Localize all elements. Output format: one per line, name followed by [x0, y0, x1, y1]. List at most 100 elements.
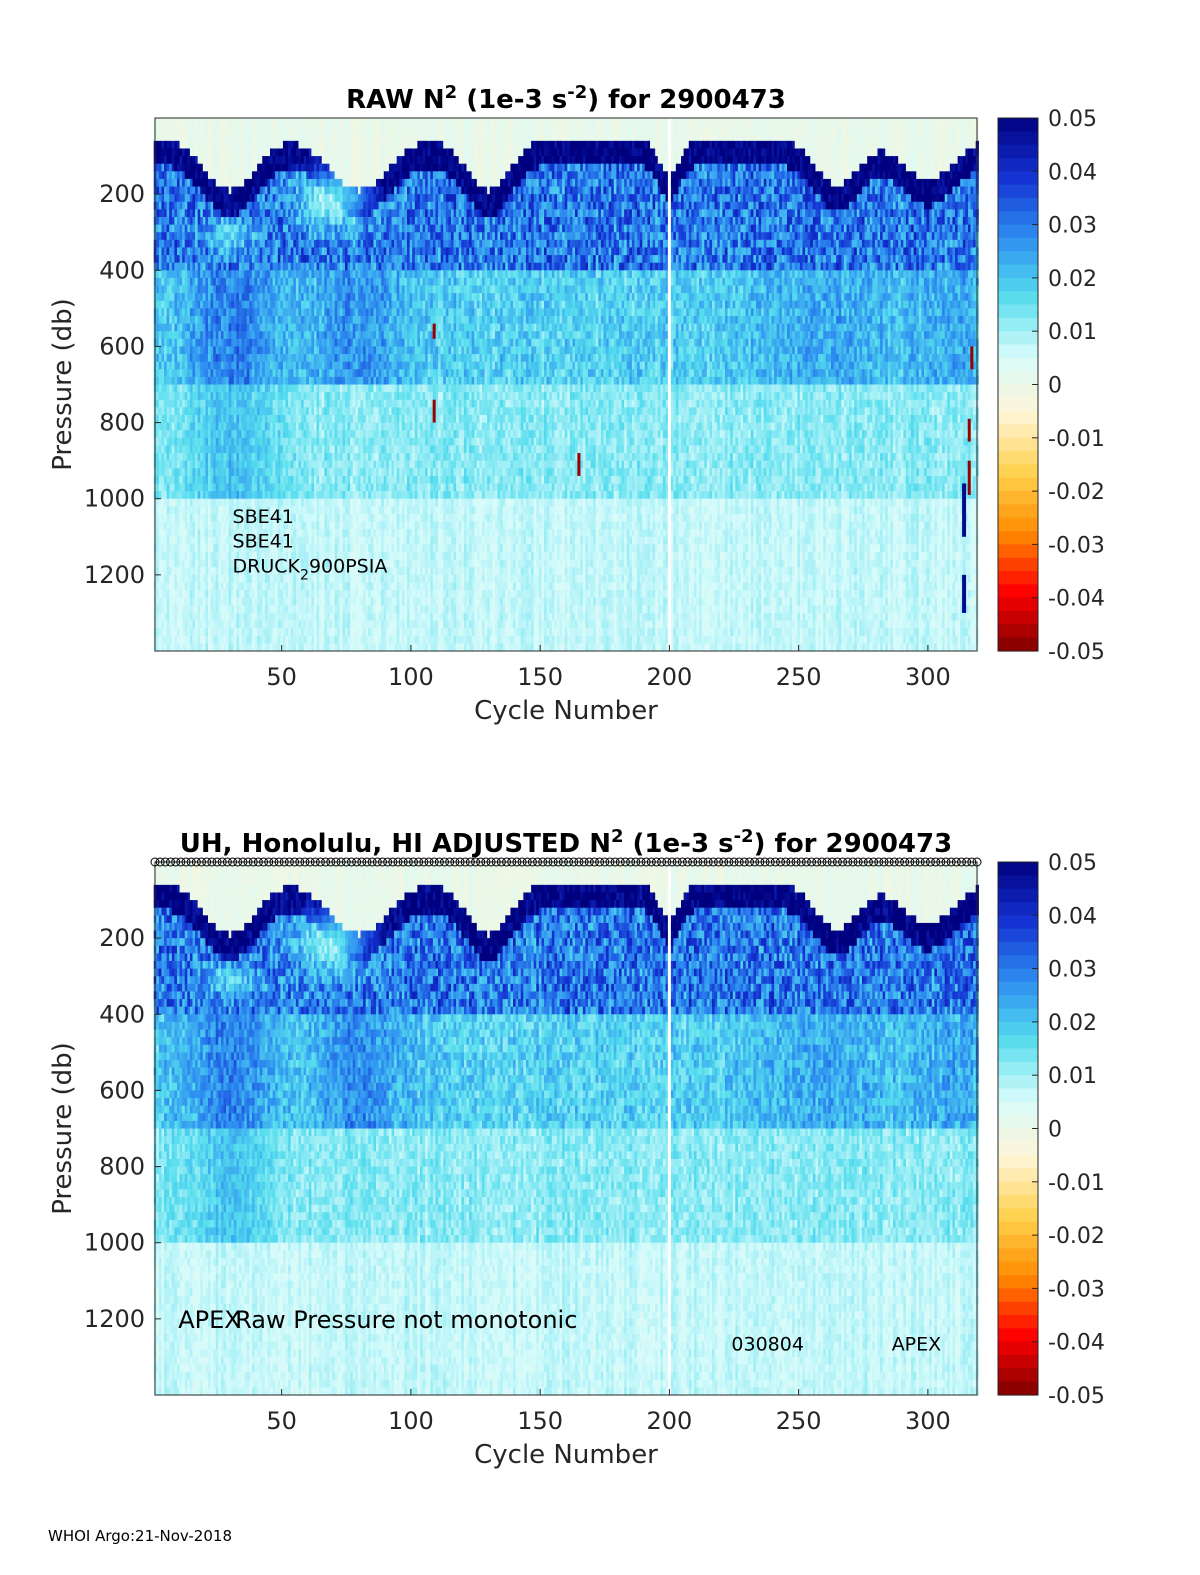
heatmap-cell: [166, 178, 170, 188]
heatmap-cell: [215, 331, 219, 340]
heatmap-cell: [202, 171, 206, 180]
heatmap-cell: [259, 460, 263, 469]
heatmap-cell: [249, 620, 253, 629]
heatmap-cell: [158, 277, 163, 287]
heatmap-cell: [182, 315, 186, 325]
heatmap-cell: [179, 483, 183, 492]
heatmap-cell: [161, 513, 165, 523]
heatmap-cell: [164, 392, 168, 401]
heatmap-cell: [184, 224, 188, 233]
heatmap-cell: [215, 270, 219, 279]
heatmap-cell: [176, 331, 181, 340]
heatmap-cell: [202, 483, 206, 492]
heatmap-cell: [257, 255, 261, 264]
heatmap-cell: [187, 574, 191, 584]
heatmap-cell: [267, 247, 271, 256]
heatmap-cell: [171, 118, 175, 127]
heatmap-cell: [226, 475, 230, 485]
heatmap-cell: [179, 612, 183, 622]
heatmap-cell: [161, 552, 165, 561]
heatmap-cell: [161, 346, 165, 355]
heatmap-cell: [251, 422, 256, 431]
heatmap-cell: [231, 635, 235, 644]
heatmap-cell: [182, 376, 186, 386]
heatmap-cell: [182, 178, 186, 188]
heatmap-cell: [205, 453, 209, 462]
heatmap-cell: [249, 194, 253, 203]
heatmap-cell: [218, 392, 222, 401]
heatmap-cell: [262, 201, 266, 210]
heatmap-cell: [218, 437, 222, 447]
heatmap-cell: [176, 354, 181, 363]
heatmap-cell: [179, 635, 183, 644]
heatmap-cell: [164, 156, 168, 165]
heatmap-cell: [164, 628, 168, 637]
heatmap-cell: [233, 133, 238, 142]
heatmap-cell: [195, 171, 199, 180]
heatmap-cell: [197, 285, 201, 294]
heatmap-cell: [244, 445, 248, 454]
heatmap-cell: [249, 376, 253, 386]
heatmap-cell: [161, 361, 165, 370]
heatmap-cell: [251, 118, 256, 127]
heatmap-cell: [264, 277, 269, 287]
heatmap-cell: [174, 521, 178, 530]
heatmap-cell: [164, 513, 168, 523]
heatmap-cell: [251, 178, 256, 188]
heatmap-cell: [164, 262, 168, 271]
heatmap-cell: [195, 582, 199, 591]
heatmap-cell: [192, 453, 196, 462]
heatmap-cell: [169, 445, 173, 454]
heatmap-cell: [192, 536, 196, 545]
heatmap-cell: [187, 605, 191, 614]
heatmap-cell: [264, 224, 269, 233]
heatmap-cell: [192, 369, 196, 378]
heatmap-cell: [249, 590, 253, 599]
heatmap-cell: [257, 239, 261, 249]
heatmap-cell: [213, 270, 217, 279]
heatmap-cell: [182, 536, 186, 545]
heatmap-cell: [202, 209, 206, 218]
heatmap-cell: [272, 552, 276, 561]
heatmap-cell: [200, 315, 204, 325]
heatmap-cell: [184, 323, 188, 332]
heatmap-cell: [195, 255, 199, 264]
heatmap-cell: [241, 369, 245, 378]
heatmap-cell: [179, 468, 183, 477]
heatmap-cell: [166, 491, 170, 500]
heatmap-cell: [215, 125, 219, 134]
heatmap-cell: [244, 178, 248, 188]
heatmap-cell: [166, 224, 170, 233]
heatmap-cell: [239, 285, 243, 294]
heatmap-cell: [257, 308, 261, 317]
heatmap-cell: [179, 255, 183, 264]
heatmap-cell: [161, 468, 165, 477]
heatmap-cell: [169, 620, 173, 629]
heatmap-cell: [239, 118, 243, 127]
heatmap-cell: [220, 376, 225, 386]
heatmap-cell: [226, 148, 230, 157]
heatmap-cell: [210, 361, 214, 370]
heatmap-cell: [164, 224, 168, 233]
heatmap-cell: [207, 475, 212, 485]
heatmap-cell: [259, 369, 263, 378]
heatmap-cell: [218, 148, 222, 157]
heatmap-cell: [161, 133, 165, 142]
heatmap-cell: [202, 582, 206, 591]
heatmap-cell: [259, 422, 263, 431]
heatmap-cell: [187, 300, 191, 309]
heatmap-cell: [223, 201, 227, 210]
heatmap-cell: [267, 232, 271, 241]
heatmap-cell: [254, 491, 258, 500]
heatmap-cell: [174, 140, 178, 150]
heatmap-cell: [236, 186, 240, 195]
heatmap-cell: [236, 163, 240, 172]
heatmap-cell: [171, 506, 175, 515]
heatmap-cell: [264, 605, 269, 614]
heatmap-cell: [164, 308, 168, 317]
heatmap-cell: [257, 270, 261, 279]
heatmap-cell: [272, 384, 276, 393]
heatmap-cell: [210, 140, 214, 150]
heatmap-cell: [213, 468, 217, 477]
heatmap-cell: [267, 491, 271, 500]
